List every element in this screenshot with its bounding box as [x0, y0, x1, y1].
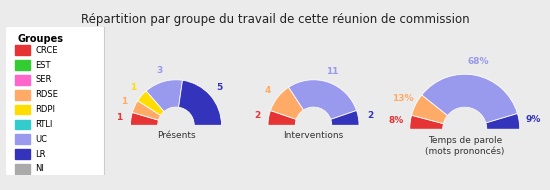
Bar — [15, 45, 30, 55]
Bar — [15, 60, 30, 70]
Bar — [245, 125, 382, 150]
Text: SER: SER — [35, 75, 52, 84]
Text: 3: 3 — [157, 66, 163, 75]
Wedge shape — [422, 74, 518, 123]
Text: Répartition par groupe du travail de cette réunion de commission: Répartition par groupe du travail de cet… — [81, 13, 469, 26]
Circle shape — [295, 107, 332, 143]
Text: 4: 4 — [265, 86, 272, 95]
Bar — [382, 129, 547, 159]
FancyBboxPatch shape — [6, 24, 104, 178]
Wedge shape — [133, 101, 161, 120]
Text: 1: 1 — [116, 113, 122, 122]
Text: 68%: 68% — [468, 57, 489, 66]
Wedge shape — [271, 87, 304, 119]
Text: EST: EST — [35, 61, 51, 70]
Text: Temps de parole
(mots prononcés): Temps de parole (mots prononcés) — [425, 136, 504, 156]
Circle shape — [443, 107, 487, 151]
Text: LR: LR — [35, 150, 46, 158]
Wedge shape — [410, 115, 443, 129]
Bar — [15, 134, 30, 144]
Text: 9%: 9% — [526, 115, 541, 124]
Text: 2: 2 — [367, 111, 373, 120]
Text: 11: 11 — [326, 66, 338, 76]
Wedge shape — [289, 80, 356, 119]
Text: 2: 2 — [254, 111, 260, 120]
Bar — [15, 149, 30, 159]
Wedge shape — [146, 80, 183, 112]
Bar — [15, 164, 30, 174]
Text: 8%: 8% — [388, 116, 404, 125]
Text: UC: UC — [35, 135, 47, 144]
Wedge shape — [138, 91, 164, 116]
Text: 5: 5 — [216, 83, 222, 92]
Bar — [15, 75, 30, 85]
Text: RTLI: RTLI — [35, 120, 53, 129]
Circle shape — [158, 107, 194, 143]
Text: Interventions: Interventions — [283, 131, 344, 140]
Bar — [15, 105, 30, 114]
Text: CRCE: CRCE — [35, 46, 58, 55]
Wedge shape — [331, 111, 359, 125]
Text: Groupes: Groupes — [18, 34, 63, 44]
Text: 1: 1 — [130, 83, 136, 92]
Bar — [15, 90, 30, 100]
Wedge shape — [179, 80, 222, 125]
Text: Présents: Présents — [157, 131, 195, 140]
Text: NI: NI — [35, 164, 44, 173]
Wedge shape — [411, 95, 448, 124]
Wedge shape — [486, 114, 520, 129]
Text: 1: 1 — [120, 97, 127, 106]
Text: RDSE: RDSE — [35, 90, 58, 99]
Wedge shape — [130, 112, 158, 125]
Wedge shape — [268, 111, 296, 125]
Text: RDPI: RDPI — [35, 105, 55, 114]
Text: 13%: 13% — [392, 94, 414, 103]
Bar — [108, 125, 244, 150]
Bar — [15, 120, 30, 129]
